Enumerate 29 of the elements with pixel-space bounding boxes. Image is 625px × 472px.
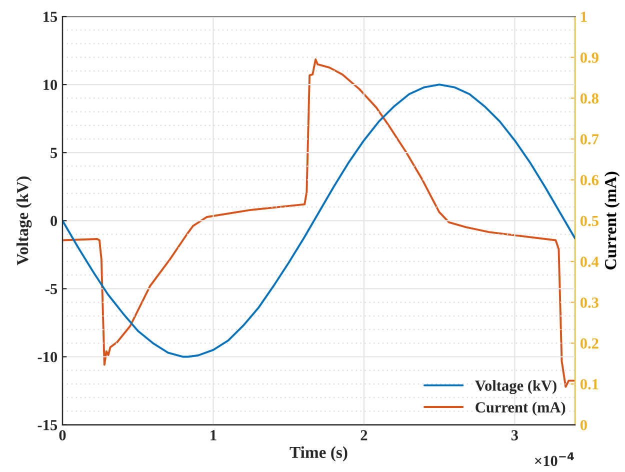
y2-tick-label: 0.7 (580, 134, 599, 145)
y-tick-label: 5 (50, 148, 58, 158)
y2-tick-label: 0.1 (580, 379, 598, 390)
line-series (62, 84, 575, 358)
legend-label: Current (mA) (476, 402, 566, 416)
x-tick-label: 2 (360, 430, 368, 440)
y2-tick-label: 0.3 (580, 297, 598, 308)
legend-label: Voltage (kV) (475, 380, 556, 394)
x-tick-label: 3 (511, 430, 518, 440)
y2-tick-label: 0.4 (580, 256, 599, 268)
y-tick-label: -15 (38, 420, 58, 430)
y-tick-label: -10 (38, 352, 58, 362)
y2-tick-label: 1 (581, 12, 587, 22)
y-tick-label: 0 (50, 216, 58, 226)
y-axis-title: Voltage (kV) (16, 176, 32, 266)
y2-tick-label: 0.5 (580, 216, 598, 226)
y-tick-label: -5 (45, 284, 58, 294)
y2-tick-label: 0.9 (580, 52, 598, 63)
x-axis-title: Time (s) (290, 446, 348, 462)
y2-tick-label: 0.6 (580, 174, 599, 186)
y2-tick-label: 0.2 (580, 338, 598, 349)
y2-tick-label: 0.8 (580, 93, 598, 104)
y2-axis-title: Current (mA) (604, 172, 620, 270)
y2-tick-label: 0 (580, 420, 587, 430)
x-tick-label: 1 (210, 430, 216, 440)
y-tick-label: 10 (44, 80, 58, 90)
y-tick-label: 15 (44, 12, 58, 22)
text: ×10$^{−4}$ (535, 452, 574, 466)
x-tick-label: 0 (59, 430, 66, 440)
